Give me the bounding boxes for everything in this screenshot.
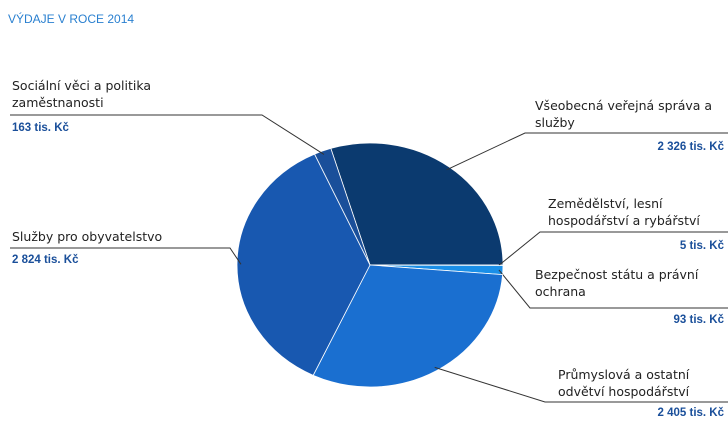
pie-slice — [330, 142, 504, 266]
leader-line — [10, 247, 242, 265]
value-label: 93 tis. Kč — [673, 314, 725, 326]
leader-line — [446, 132, 728, 171]
value-label: 5 tis. Kč — [679, 240, 724, 252]
chart-title: VÝDAJE V ROCE 2014 — [8, 12, 135, 26]
slice-label: Průmyslová a ostatní odvětví hospodářstv… — [558, 367, 690, 399]
slice-label: Zemědělství, lesní hospodářství a rybářs… — [548, 196, 700, 228]
slice-label: Bezpečnost státu a právní ochrana — [535, 267, 699, 299]
leader-line — [434, 366, 728, 403]
slice-label: Sociální věci a politika zaměstnanosti — [12, 78, 152, 110]
leader-line — [498, 269, 728, 309]
pie-slice — [313, 147, 371, 266]
value-label: 163 tis. Kč — [12, 122, 69, 134]
pie-slice — [236, 153, 371, 376]
leader-line — [10, 114, 325, 155]
pie-slice — [312, 264, 504, 388]
value-label: 2 405 tis. Kč — [657, 407, 724, 419]
leader-line — [498, 231, 728, 266]
slice-label: Všeobecná veřejná správa a služby — [535, 98, 713, 130]
value-label: 2 326 tis. Kč — [657, 141, 724, 153]
slice-label: Služby pro obyvatelstvo — [12, 229, 163, 244]
value-label: 2 824 tis. Kč — [12, 254, 79, 266]
